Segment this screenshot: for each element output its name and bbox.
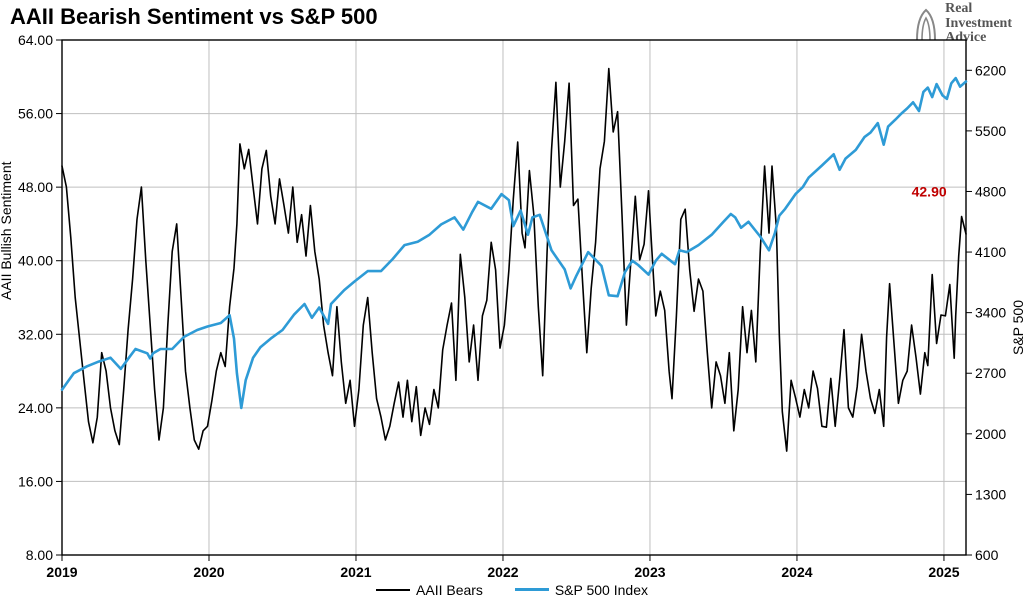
svg-text:2000: 2000: [975, 426, 1006, 442]
legend-label: AAII Bears: [416, 582, 483, 598]
svg-text:5500: 5500: [975, 123, 1006, 139]
svg-text:48.00: 48.00: [18, 179, 53, 195]
chart-svg: 8.00 16.00 24.00 32.00 40.00 48.00 56.00 64.00 6…: [0, 0, 1024, 602]
legend-item-aaii: AAII Bears: [376, 582, 483, 598]
svg-text:32.00: 32.00: [18, 326, 53, 342]
svg-text:4100: 4100: [975, 244, 1006, 260]
legend: AAII Bears S&P 500 Index: [0, 578, 1024, 598]
svg-text:1300: 1300: [975, 486, 1006, 502]
legend-swatch: [515, 588, 549, 591]
chart-container: AAII Bearish Sentiment vs S&P 500 Real I…: [0, 0, 1024, 602]
svg-text:16.00: 16.00: [18, 473, 53, 489]
svg-text:2700: 2700: [975, 365, 1006, 381]
svg-text:4800: 4800: [975, 183, 1006, 199]
svg-text:3400: 3400: [975, 305, 1006, 321]
svg-text:64.00: 64.00: [18, 32, 53, 48]
svg-text:56.00: 56.00: [18, 106, 53, 122]
left-axis-label: AAII Bullish Sentiment: [0, 161, 14, 300]
right-axis-label: S&P 500: [1010, 300, 1024, 355]
legend-item-sp500: S&P 500 Index: [515, 582, 648, 598]
svg-text:40.00: 40.00: [18, 253, 53, 269]
svg-text:42.90: 42.90: [912, 183, 947, 199]
svg-text:600: 600: [975, 547, 999, 563]
svg-text:8.00: 8.00: [26, 547, 53, 563]
svg-text:24.00: 24.00: [18, 400, 53, 416]
legend-label: S&P 500 Index: [555, 582, 648, 598]
svg-text:6200: 6200: [975, 62, 1006, 78]
legend-swatch: [376, 589, 410, 591]
